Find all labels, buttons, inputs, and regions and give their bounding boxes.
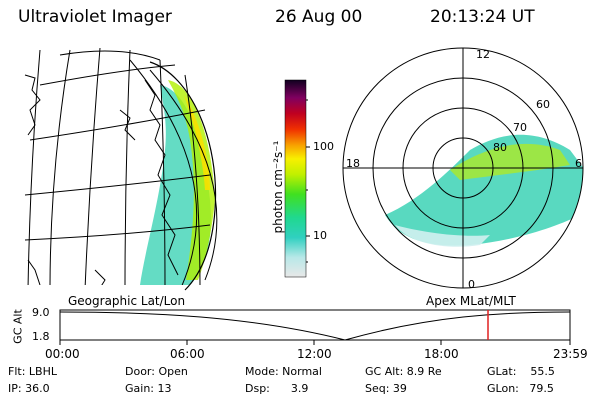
time-tick-1200: 12:00 — [297, 347, 332, 361]
mlt-label-0: 0 — [468, 278, 475, 291]
filter-info: Flt: LBHL — [8, 365, 57, 378]
altitude-plot — [59, 309, 571, 345]
ip-info: IP: 36.0 — [8, 382, 50, 395]
gain-info: Gain: 13 — [125, 382, 172, 395]
colorbar-tick-10: 10 — [313, 229, 327, 242]
colorbar — [284, 79, 307, 278]
mlat-label-60: 60 — [536, 98, 550, 111]
altitude-ytick-9: 9.0 — [32, 306, 50, 319]
glon-info: GLon: 79.5 — [487, 382, 554, 395]
time-tick-2359: 23:59 — [553, 347, 588, 361]
door-info: Door: Open — [125, 365, 188, 378]
polar-plot — [342, 47, 584, 289]
gc-alt-info: GC Alt: 8.9 Re — [365, 365, 442, 378]
left-panel-caption: Geographic Lat/Lon — [68, 294, 186, 308]
time-tick-0000: 00:00 — [45, 347, 80, 361]
seq-info: Seq: 39 — [365, 382, 407, 395]
mlt-label-12: 12 — [476, 48, 490, 61]
dsp-info: Dsp: 3.9 — [245, 382, 309, 395]
mode-info: Mode: Normal — [245, 365, 322, 378]
earth-limb — [149, 61, 217, 291]
time-tick-0600: 06:00 — [170, 347, 205, 361]
geographic-map — [24, 48, 218, 285]
mlat-label-70: 70 — [513, 121, 527, 134]
image-time: 20:13:24 UT — [430, 7, 535, 27]
colorbar-ticks — [306, 99, 310, 263]
altitude-curve — [59, 311, 571, 341]
right-panel-caption: Apex MLat/MLT — [426, 294, 516, 308]
mlt-label-18: 18 — [346, 157, 360, 170]
image-date: 26 Aug 00 — [275, 7, 363, 27]
mlat-label-80: 80 — [493, 141, 507, 154]
mlt-label-6: 6 — [575, 157, 582, 170]
instrument-title: Ultraviolet Imager — [18, 7, 172, 27]
colorbar-label: photon cm⁻²s⁻¹ — [271, 140, 285, 234]
time-tick-1800: 18:00 — [424, 347, 459, 361]
altitude-ylabel: GC Alt — [11, 309, 25, 344]
glat-info: GLat: 55.5 — [487, 365, 555, 378]
colorbar-tick-100: 100 — [313, 140, 334, 153]
altitude-ytick-1-8: 1.8 — [32, 330, 50, 343]
